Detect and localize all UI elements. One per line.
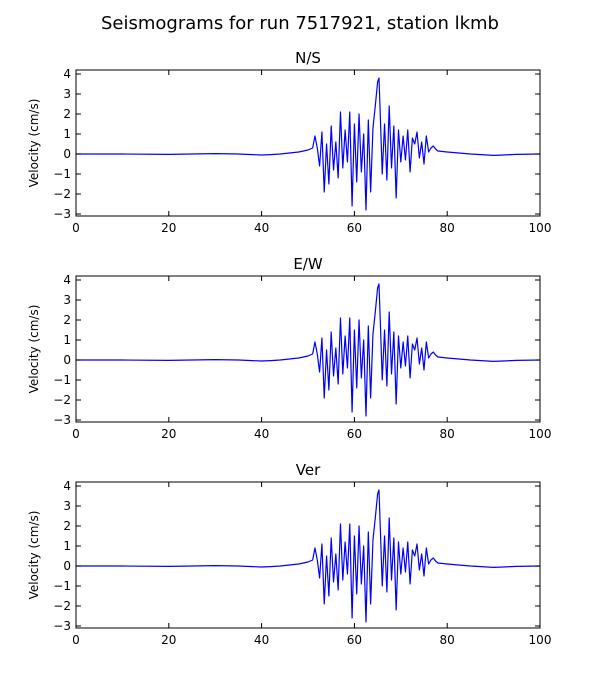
x-tick-label: 80 <box>440 221 455 235</box>
y-axis-label: Velocity (cm/s) <box>27 99 41 188</box>
x-tick-label: 0 <box>72 427 80 441</box>
y-tick-label: 2 <box>63 519 71 533</box>
y-tick-label: 4 <box>63 67 71 81</box>
y-tick-label: 3 <box>63 499 71 513</box>
x-tick-label: 80 <box>440 427 455 441</box>
x-tick-label: 100 <box>529 427 552 441</box>
x-tick-label: 40 <box>254 427 269 441</box>
x-tick-label: 0 <box>72 633 80 647</box>
panel-title: N/S <box>295 49 321 67</box>
y-tick-label: 3 <box>63 87 71 101</box>
velocity-series-line <box>76 77 541 211</box>
y-tick-label: −2 <box>53 393 71 407</box>
x-tick-label: 100 <box>529 633 552 647</box>
y-tick-label: −3 <box>53 413 71 427</box>
x-tick-label: 20 <box>161 633 176 647</box>
axes-frame <box>75 69 541 217</box>
y-tick-label: −3 <box>53 207 71 221</box>
x-tick-label: 20 <box>161 221 176 235</box>
panel-1: E/W Velocity (cm/s) 0 20 40 60 80 100 −3 −2 −1 0 1 2 3… <box>27 255 551 441</box>
y-tick-label: 1 <box>63 333 71 347</box>
x-tick-label: 40 <box>254 633 269 647</box>
axes-frame <box>75 481 541 629</box>
y-tick-label: 2 <box>63 107 71 121</box>
velocity-series-line <box>76 489 541 623</box>
y-tick-label: 4 <box>63 479 71 493</box>
y-tick-label: −2 <box>53 599 71 613</box>
y-tick-label: 0 <box>63 559 71 573</box>
y-tick-label: −3 <box>53 619 71 633</box>
y-tick-label: 0 <box>63 353 71 367</box>
y-tick-label: 3 <box>63 293 71 307</box>
y-tick-label: −2 <box>53 187 71 201</box>
y-tick-label: 2 <box>63 313 71 327</box>
x-tick-label: 60 <box>347 221 362 235</box>
panel-title: E/W <box>293 255 323 273</box>
y-tick-label: −1 <box>53 579 71 593</box>
figure-title: Seismograms for run 7517921, station lkm… <box>101 13 499 34</box>
y-axis-label: Velocity (cm/s) <box>27 511 41 600</box>
panel-2: Ver Velocity (cm/s) 0 20 40 60 80 100 −3 −2 −1 0 1 2 3… <box>27 461 551 647</box>
x-tick-label: 100 <box>529 221 552 235</box>
x-tick-label: 80 <box>440 633 455 647</box>
y-tick-label: −1 <box>53 167 71 181</box>
y-axis-label: Velocity (cm/s) <box>27 305 41 394</box>
x-tick-label: 0 <box>72 221 80 235</box>
y-tick-label: 1 <box>63 539 71 553</box>
y-tick-label: 1 <box>63 127 71 141</box>
velocity-series-line <box>76 283 541 417</box>
x-tick-label: 60 <box>347 633 362 647</box>
x-tick-label: 60 <box>347 427 362 441</box>
y-tick-label: 0 <box>63 147 71 161</box>
axes-frame <box>75 275 541 423</box>
panel-0: N/S Velocity (cm/s) 0 20 40 60 80 100 −3 −2 −1 0 1 2 3… <box>27 49 551 235</box>
y-tick-label: −1 <box>53 373 71 387</box>
panel-title: Ver <box>296 461 321 479</box>
y-tick-label: 4 <box>63 273 71 287</box>
x-tick-label: 20 <box>161 427 176 441</box>
x-tick-label: 40 <box>254 221 269 235</box>
